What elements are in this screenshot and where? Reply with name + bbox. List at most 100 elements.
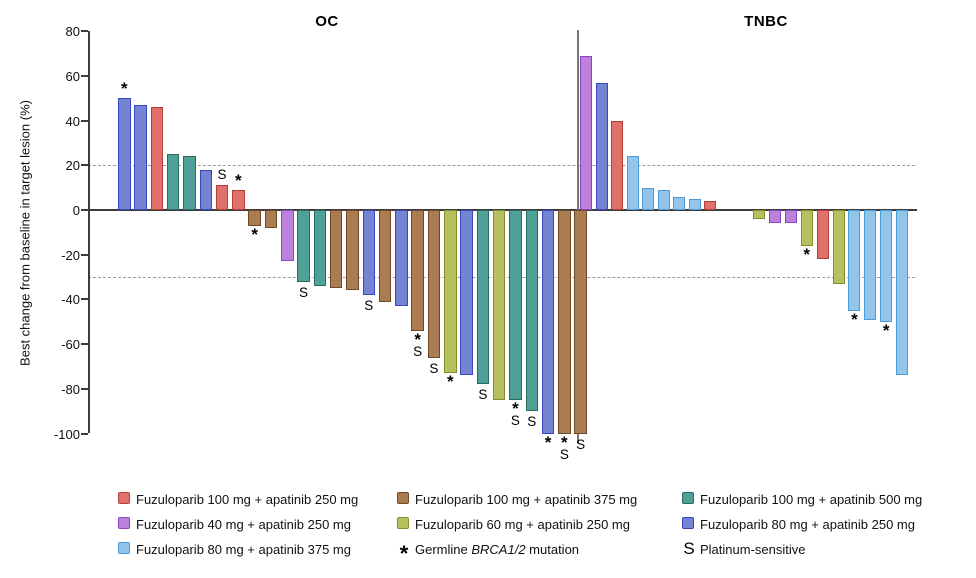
legend-label: Fuzuloparib 100 mg + apatinib 375 mg bbox=[415, 492, 638, 507]
bar bbox=[580, 55, 592, 210]
y-axis-tick-label: -60 bbox=[61, 337, 80, 353]
y-axis-tick-label: 60 bbox=[65, 68, 80, 84]
bar bbox=[880, 210, 893, 322]
y-axis-tick bbox=[81, 30, 88, 33]
bar bbox=[329, 210, 343, 289]
y-axis-tick-label: -80 bbox=[61, 381, 80, 397]
y-axis-tick-label: -20 bbox=[61, 247, 80, 263]
brca-mutation-marker: * bbox=[120, 79, 128, 99]
y-axis-tick-label: -100 bbox=[53, 426, 80, 442]
bar bbox=[411, 210, 424, 331]
platinum-sensitive-marker: S bbox=[217, 167, 227, 183]
bar bbox=[183, 156, 196, 210]
panel-title-tnbc: TNBC bbox=[744, 13, 788, 30]
bar bbox=[558, 210, 571, 434]
bar bbox=[704, 201, 716, 210]
bar bbox=[166, 154, 180, 210]
legend-label: Fuzuloparib 100 mg + apatinib 250 mg bbox=[136, 492, 359, 507]
bar bbox=[800, 210, 813, 246]
y-axis-tick bbox=[81, 298, 88, 301]
legend-swatch-purple bbox=[118, 517, 130, 529]
y-axis-tick bbox=[81, 164, 88, 167]
y-axis-tick bbox=[81, 387, 88, 390]
y-axis-tick-label: 80 bbox=[65, 24, 80, 40]
brca-mutation-marker: * bbox=[561, 432, 568, 452]
bar bbox=[346, 210, 359, 291]
legend-swatch-lightblue bbox=[118, 542, 130, 554]
bar bbox=[492, 210, 506, 400]
platinum-sensitive-marker: S bbox=[478, 387, 488, 403]
brca-mutation-marker: * bbox=[414, 329, 421, 349]
bar bbox=[264, 210, 278, 228]
y-axis-tick bbox=[81, 119, 88, 122]
legend-label: Fuzuloparib 40 mg + apatinib 250 mg bbox=[136, 517, 351, 532]
platinum-sensitive-marker: S bbox=[559, 446, 569, 462]
bar bbox=[541, 210, 555, 434]
platinum-sensitive-marker: S bbox=[429, 360, 439, 376]
legend-label: Germline BRCA1/2 mutation bbox=[415, 542, 580, 557]
bar bbox=[118, 98, 131, 210]
legend-swatch-red bbox=[118, 492, 130, 504]
bar bbox=[362, 210, 375, 295]
y-axis-tick bbox=[81, 74, 88, 77]
bar bbox=[657, 189, 670, 210]
brca-mutation-legend-marker: * bbox=[399, 541, 409, 566]
bar bbox=[248, 210, 261, 226]
bar bbox=[753, 210, 765, 219]
legend-label: Platinum-sensitive bbox=[700, 542, 806, 557]
brca-mutation-marker: * bbox=[251, 224, 258, 244]
y-axis-tick-label: -40 bbox=[61, 292, 80, 308]
bar bbox=[896, 210, 909, 376]
brca-mutation-marker: * bbox=[544, 432, 552, 452]
brca-mutation-marker: * bbox=[851, 309, 858, 329]
platinum-sensitive-marker: S bbox=[510, 412, 520, 428]
bar bbox=[460, 210, 473, 376]
bar bbox=[574, 210, 587, 434]
brca-mutation-marker: * bbox=[882, 320, 890, 340]
bar bbox=[642, 187, 654, 210]
legend-swatch-yellow bbox=[397, 517, 409, 529]
y-axis-line bbox=[88, 31, 90, 434]
bar bbox=[673, 196, 685, 210]
bar bbox=[215, 185, 229, 210]
bar bbox=[476, 210, 490, 385]
panel-title-oc: OC bbox=[315, 13, 339, 30]
bar bbox=[444, 210, 457, 374]
brca-mutation-marker: * bbox=[446, 372, 454, 392]
bar bbox=[784, 210, 797, 224]
bar bbox=[626, 156, 639, 210]
bar bbox=[281, 210, 294, 262]
legend-label: Fuzuloparib 80 mg + apatinib 250 mg bbox=[700, 517, 915, 532]
platinum-sensitive-legend-marker: S bbox=[683, 539, 695, 558]
legend-swatch-blue bbox=[682, 517, 694, 529]
bar bbox=[134, 104, 147, 210]
y-axis-tick bbox=[81, 432, 88, 435]
y-axis-tick-label: 20 bbox=[65, 158, 80, 174]
bar bbox=[611, 120, 623, 210]
bar bbox=[595, 82, 608, 210]
brca-mutation-marker: * bbox=[512, 398, 519, 418]
bar bbox=[150, 107, 164, 210]
bar bbox=[297, 210, 310, 282]
bar bbox=[509, 210, 522, 400]
platinum-sensitive-marker: S bbox=[527, 414, 537, 430]
bar bbox=[427, 210, 441, 358]
y-axis-tick bbox=[81, 343, 88, 346]
bar bbox=[848, 210, 861, 311]
y-axis-tick bbox=[81, 209, 88, 211]
bar bbox=[378, 210, 392, 302]
y-axis-tick bbox=[81, 253, 88, 256]
y-axis-title: Best change from baseline in target lesi… bbox=[17, 100, 33, 366]
brca-mutation-marker: * bbox=[803, 244, 810, 264]
bar bbox=[232, 189, 245, 210]
y-axis-tick-label: 0 bbox=[72, 203, 80, 218]
platinum-sensitive-marker: S bbox=[299, 284, 309, 300]
bar bbox=[395, 210, 408, 307]
bar bbox=[688, 198, 701, 210]
legend-label: Fuzuloparib 60 mg + apatinib 250 mg bbox=[415, 517, 630, 532]
platinum-sensitive-marker: S bbox=[364, 297, 374, 313]
bar bbox=[313, 210, 327, 286]
legend-label: Fuzuloparib 100 mg + apatinib 500 mg bbox=[700, 492, 923, 507]
reference-line bbox=[88, 165, 915, 167]
